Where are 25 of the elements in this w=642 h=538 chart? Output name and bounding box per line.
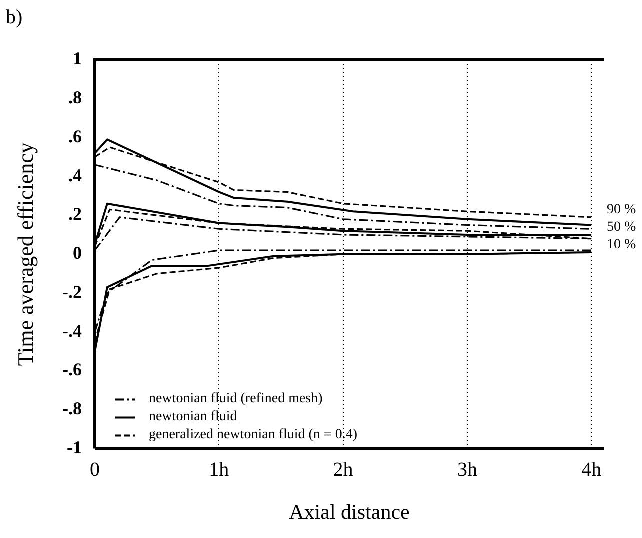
y-tick-label: .8 — [68, 88, 82, 108]
y-tick-label: 1 — [73, 48, 82, 69]
y-tick-label: -1 — [67, 437, 82, 458]
text: 50 % — [607, 220, 636, 235]
legend-label: generalized newtonian fluid (n = 0.4) — [149, 427, 358, 442]
y-axis-title: Time averaged efficiency — [12, 142, 38, 366]
x-tick-label: 2h — [333, 459, 354, 482]
legend-label: newtonian fluid (refined mesh) — [149, 391, 324, 406]
y-tick-label: -.4 — [62, 320, 82, 341]
y-tick-label: -.2 — [62, 282, 82, 302]
y-tick-label: -.6 — [62, 360, 82, 380]
legend-label: newtonian fluid — [149, 409, 238, 424]
y-tick-label: .2 — [68, 204, 82, 224]
y-tick-label: 0 — [73, 243, 82, 264]
y-tick-label: .4 — [68, 165, 82, 186]
x-tick-label: 0 — [90, 459, 100, 482]
x-tick-label: 3h — [457, 459, 478, 482]
y-tick-label: -.8 — [62, 398, 82, 419]
x-tick-label: 4h — [582, 459, 602, 482]
x-tick-label: 1h — [209, 459, 230, 482]
text: 10 % — [607, 237, 636, 252]
y-tick-label: .6 — [68, 126, 82, 146]
x-axis-title: Axial distance — [289, 500, 410, 524]
chart-title: b) — [6, 6, 23, 28]
text: 90 % — [607, 202, 636, 218]
